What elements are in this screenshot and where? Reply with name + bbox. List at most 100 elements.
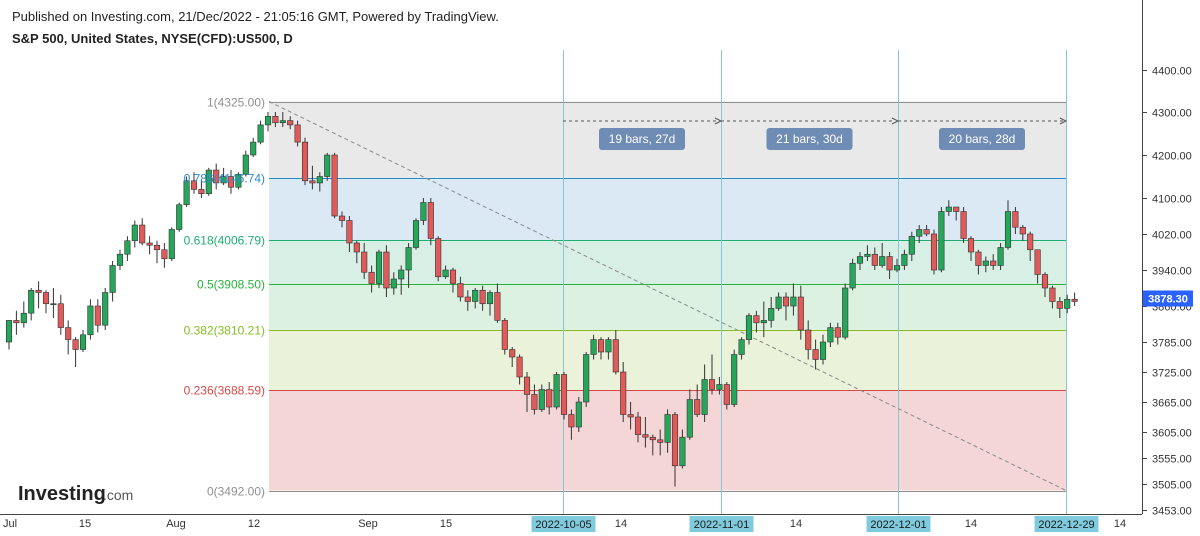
last-price-tag: 3878.30 (1143, 290, 1193, 307)
candle-body (464, 296, 471, 302)
fib-label: 0.5(3908.50) (197, 278, 265, 292)
x-tick-label: 15 (440, 518, 452, 530)
candle-body (153, 244, 161, 251)
candle-body (213, 169, 220, 184)
candle-body (257, 124, 264, 143)
y-tick-label: 4300.00 (1152, 108, 1192, 120)
date-tags: 2022-10-05 2022-11-01 2022-12-01 2022-12-29 (531, 516, 1099, 532)
candle-body (886, 256, 893, 271)
candle-body (42, 292, 50, 305)
y-tick-label: 3785.00 (1152, 338, 1192, 350)
candle-body (627, 414, 634, 418)
logo-main: Investing (18, 483, 106, 505)
candle-body (442, 269, 449, 278)
candle-body (797, 296, 804, 331)
candle-body (198, 189, 205, 194)
fib-trend-line[interactable] (268, 101, 1067, 491)
x-tick-label: Aug (166, 518, 186, 530)
candle-body (227, 176, 235, 188)
candle-body (338, 215, 346, 221)
candle-body (546, 389, 553, 408)
candle-body (479, 289, 486, 305)
candle-body (1041, 274, 1049, 289)
candle-body (383, 251, 390, 289)
candle-body (50, 303, 57, 306)
y-tick-label: 3505.00 (1152, 480, 1192, 492)
candle-body (620, 371, 627, 415)
candle-body (264, 116, 272, 126)
candle-body (1012, 211, 1019, 228)
candle-body (1034, 249, 1041, 275)
candle-body (649, 436, 656, 441)
fib-label: 0.236(3688.59) (184, 384, 265, 398)
fib-label: 0.618(4006.79) (184, 234, 265, 248)
candle-body (523, 376, 531, 395)
candle-body (1064, 298, 1071, 309)
y-tick-label: 4400.00 (1152, 66, 1192, 78)
candles (5, 112, 1078, 487)
candle-body (982, 260, 989, 266)
candle-body (775, 296, 782, 309)
logo-suffix: .com (103, 487, 133, 503)
candle-body (871, 253, 878, 266)
measure-tag (766, 128, 853, 150)
candle-body (538, 389, 545, 410)
candle-body (435, 238, 442, 278)
fib-label: 1(4325.00) (207, 96, 265, 110)
candle-body (183, 180, 190, 206)
candle-body (723, 384, 730, 405)
candle-body (657, 439, 664, 443)
y-axis-ticks: 4400.00 4300.00 4200.00 4100.00 4020.00 3940.… (1142, 66, 1192, 518)
fib-band (269, 284, 1066, 330)
candle-body (1027, 233, 1034, 251)
candle-body (309, 180, 316, 184)
candle-body (960, 211, 967, 239)
candle-body (790, 296, 797, 307)
candle-body (375, 251, 383, 284)
candle-body (827, 327, 834, 343)
candle-body (634, 416, 642, 435)
candle-body (1049, 287, 1056, 302)
candle-body (997, 247, 1004, 266)
x-tick-label: 15 (79, 518, 91, 530)
candle-body (864, 253, 871, 257)
candle-body (301, 141, 309, 182)
candle-body (716, 384, 723, 390)
fib-band (269, 177, 1066, 240)
candle-body (161, 249, 168, 260)
candle-body (923, 229, 930, 235)
candle-body (760, 320, 767, 324)
candle-body (79, 334, 87, 350)
price-tag-label: 3878.30 (1148, 294, 1188, 306)
candle-body (531, 394, 538, 410)
candle-body (65, 327, 72, 340)
candle-body (20, 312, 27, 324)
candle-body (146, 242, 153, 246)
candle-body (190, 180, 198, 190)
candle-body (679, 436, 686, 467)
symbol-title[interactable]: S&P 500, United States, NYSE(CFD):US500,… (12, 31, 293, 46)
candle-body (353, 242, 360, 253)
date-tag (866, 516, 931, 532)
candle-body (35, 289, 42, 293)
candle-body (930, 233, 938, 271)
candle-body (235, 174, 242, 188)
candle-body (901, 253, 908, 266)
candle-body (494, 292, 501, 321)
published-info: Published on Investing.com, 21/Dec/2022 … (12, 9, 499, 24)
fib-band (269, 329, 1066, 391)
candle-body (346, 220, 353, 244)
candle-body (605, 339, 612, 353)
candle-body (1004, 211, 1012, 248)
candle-body (168, 229, 175, 260)
candle-body (131, 224, 138, 242)
fib-label: 0.786(4146.74) (184, 172, 265, 186)
x-tick-label: Jul (3, 518, 17, 530)
candle-body (1019, 226, 1026, 235)
y-tick-label: 3453.00 (1152, 506, 1192, 518)
candle-body (701, 379, 708, 415)
measure-tag (599, 128, 685, 150)
candle-body (324, 154, 331, 177)
candle-body (250, 141, 257, 156)
